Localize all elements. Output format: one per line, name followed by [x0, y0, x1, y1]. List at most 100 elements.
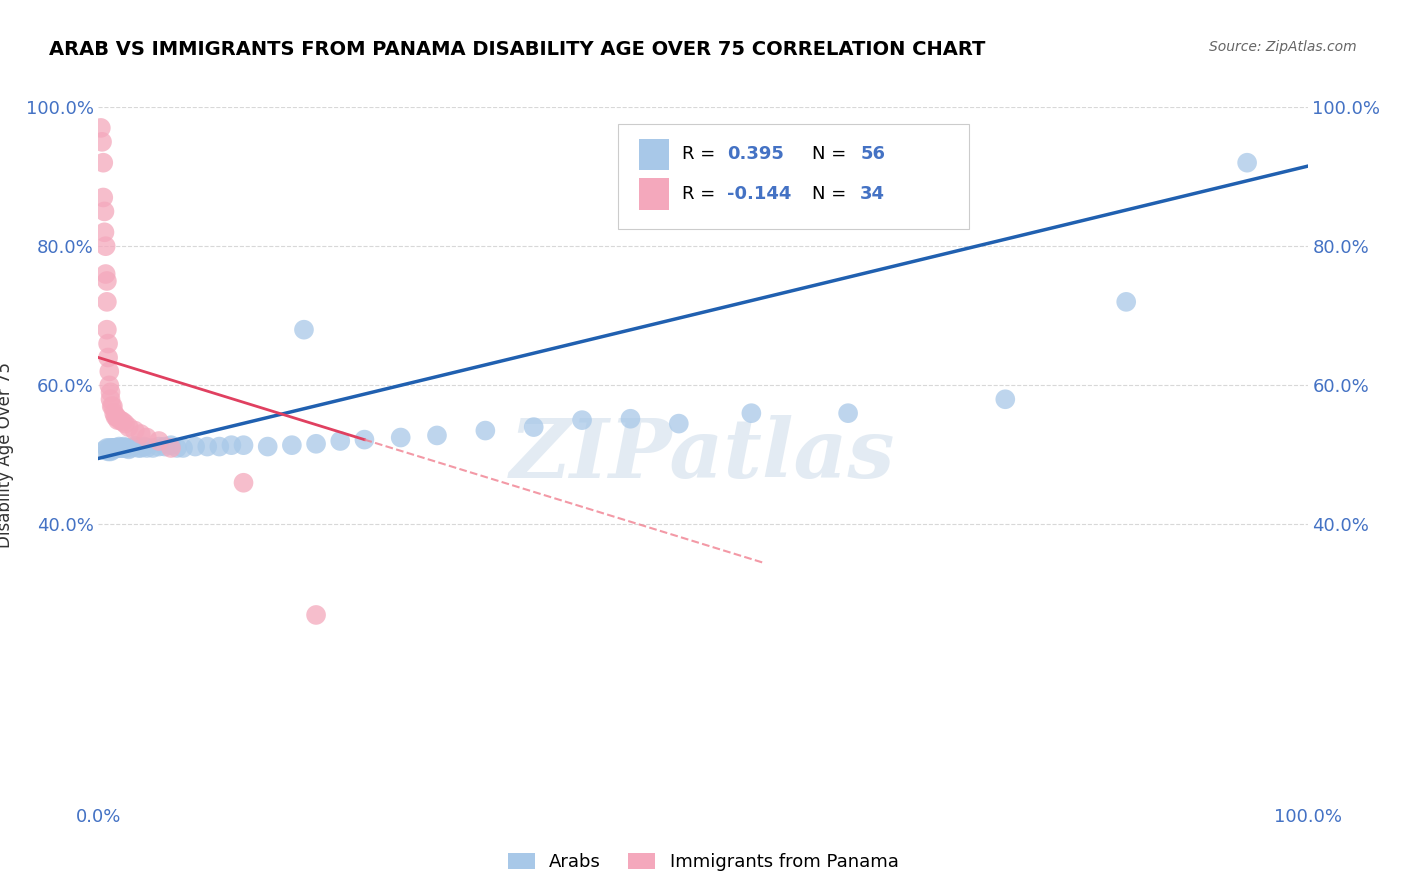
FancyBboxPatch shape: [638, 138, 669, 170]
Point: [160, 441, 183, 455]
Point: [305, 437, 328, 451]
Point: [1115, 294, 1137, 309]
Point: [124, 439, 146, 453]
Point: [100, 392, 122, 407]
Point: [91, 190, 114, 204]
Point: [96, 441, 118, 455]
Point: [135, 430, 157, 444]
Point: [112, 440, 135, 454]
Point: [97, 336, 120, 351]
Point: [208, 440, 231, 454]
Point: [148, 434, 170, 448]
Point: [100, 441, 122, 455]
Point: [111, 441, 134, 455]
Point: [103, 441, 125, 455]
Text: 34: 34: [860, 185, 886, 203]
Point: [523, 420, 546, 434]
Point: [474, 424, 496, 438]
Text: Source: ZipAtlas.com: Source: ZipAtlas.com: [1209, 40, 1357, 54]
Point: [389, 430, 412, 444]
Point: [101, 443, 124, 458]
Point: [118, 442, 141, 457]
Legend: Arabs, Immigrants from Panama: Arabs, Immigrants from Panama: [501, 846, 905, 879]
Point: [111, 415, 134, 429]
Point: [160, 438, 183, 452]
Point: [166, 441, 188, 455]
Text: 0.395: 0.395: [727, 145, 785, 163]
Point: [110, 441, 132, 455]
Point: [96, 323, 118, 337]
Point: [305, 607, 328, 622]
Point: [105, 409, 128, 424]
Point: [232, 438, 254, 452]
Point: [353, 433, 375, 447]
Point: [1236, 155, 1258, 169]
Point: [837, 406, 859, 420]
Text: ARAB VS IMMIGRANTS FROM PANAMA DISABILITY AGE OVER 75 CORRELATION CHART: ARAB VS IMMIGRANTS FROM PANAMA DISABILIT…: [49, 40, 986, 59]
Point: [129, 427, 152, 442]
Point: [104, 441, 127, 455]
Point: [101, 399, 124, 413]
Point: [426, 428, 449, 442]
Point: [100, 444, 122, 458]
Point: [232, 475, 254, 490]
Point: [105, 441, 128, 455]
Point: [98, 441, 121, 455]
Point: [100, 385, 122, 400]
Y-axis label: Disability Age Over 75: Disability Age Over 75: [0, 362, 14, 548]
Point: [96, 294, 118, 309]
Text: -0.144: -0.144: [727, 185, 792, 203]
Point: [668, 417, 690, 431]
Point: [329, 434, 352, 448]
Point: [256, 440, 278, 454]
Point: [100, 442, 122, 457]
Point: [101, 441, 124, 455]
Point: [104, 409, 127, 424]
Point: [148, 440, 170, 454]
Point: [100, 399, 122, 413]
Point: [118, 420, 141, 434]
FancyBboxPatch shape: [619, 124, 969, 229]
Point: [96, 274, 118, 288]
Point: [108, 441, 131, 455]
Point: [740, 406, 762, 420]
Point: [107, 441, 129, 455]
FancyBboxPatch shape: [638, 178, 669, 210]
Point: [994, 392, 1017, 407]
Text: R =: R =: [682, 145, 721, 163]
Point: [195, 440, 218, 454]
Point: [292, 323, 315, 337]
Text: N =: N =: [811, 185, 852, 203]
Point: [142, 441, 165, 455]
Point: [91, 135, 114, 149]
Point: [127, 441, 149, 455]
Point: [134, 440, 156, 454]
Text: 56: 56: [860, 145, 886, 163]
Point: [184, 440, 207, 454]
Text: ZIPatlas: ZIPatlas: [510, 415, 896, 495]
Point: [115, 441, 138, 455]
Point: [103, 406, 125, 420]
Point: [108, 413, 131, 427]
Point: [91, 155, 114, 169]
Point: [93, 225, 115, 239]
Point: [124, 424, 146, 438]
Point: [135, 441, 157, 455]
Point: [619, 411, 641, 425]
Point: [93, 443, 115, 458]
Point: [153, 440, 176, 454]
Point: [221, 438, 243, 452]
Point: [93, 204, 115, 219]
Point: [114, 441, 136, 455]
Point: [107, 413, 129, 427]
Point: [172, 441, 194, 455]
Point: [97, 444, 120, 458]
Text: N =: N =: [811, 145, 852, 163]
Point: [129, 441, 152, 455]
Point: [114, 417, 136, 431]
Point: [108, 440, 131, 454]
Point: [94, 239, 117, 253]
Point: [94, 267, 117, 281]
Point: [97, 351, 120, 365]
Point: [98, 378, 121, 392]
